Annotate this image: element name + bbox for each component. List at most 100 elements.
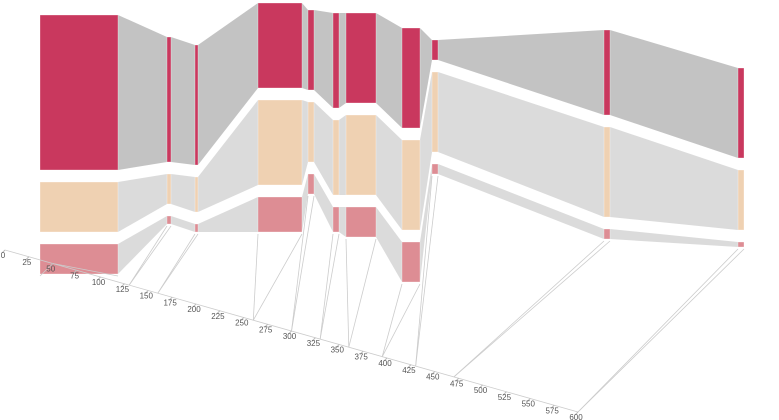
segment (332, 119, 340, 196)
flow (376, 207, 402, 282)
segment (166, 215, 172, 225)
x-tick-label: 550 (522, 400, 536, 409)
x-tick-label: 25 (22, 258, 31, 267)
connector (577, 248, 739, 413)
x-tick-label: 350 (331, 346, 345, 355)
tick-mark (216, 310, 221, 315)
flow (118, 216, 167, 274)
flow (438, 72, 604, 217)
segment (431, 163, 439, 175)
flow (438, 30, 604, 115)
tick-mark (144, 290, 149, 294)
segment (166, 36, 172, 163)
segment (307, 173, 315, 195)
segment (257, 196, 303, 233)
flow (198, 197, 258, 232)
tick-mark (359, 350, 364, 355)
tick-mark (574, 411, 579, 416)
connector (348, 238, 377, 348)
segment (257, 2, 303, 89)
segment (603, 29, 611, 116)
connector (252, 233, 259, 321)
x-tick-label: 325 (307, 339, 321, 348)
connector (415, 175, 433, 367)
x-tick-label: 525 (498, 393, 512, 402)
x-tick-label: 400 (378, 359, 392, 368)
connector (319, 233, 334, 340)
tick-mark (479, 384, 483, 389)
connector (291, 195, 315, 332)
tick-mark (49, 263, 54, 267)
flow (171, 37, 195, 165)
segment (401, 139, 421, 231)
segment (307, 101, 315, 163)
connector (453, 240, 605, 378)
flow (198, 3, 258, 165)
tick-mark (550, 404, 555, 409)
segment (431, 71, 439, 153)
tick-mark (168, 296, 173, 301)
x-tick-label: 200 (187, 305, 201, 314)
segment (603, 126, 611, 218)
flow (610, 229, 738, 247)
flow (339, 207, 346, 237)
flow (118, 15, 167, 170)
x-tick-label: 100 (92, 278, 106, 287)
flow (420, 164, 432, 282)
segment (345, 206, 377, 238)
connector (345, 238, 350, 348)
connector (252, 233, 303, 321)
x-tick-label: 475 (450, 379, 464, 388)
x-tick-label: 150 (140, 292, 154, 301)
segment (194, 176, 199, 213)
tick-mark (288, 330, 292, 335)
x-tick-label: 50 (46, 265, 55, 274)
x-tick-label: 425 (402, 366, 416, 375)
x-tick-label: 175 (163, 298, 177, 307)
segment (345, 12, 377, 104)
flow (171, 216, 195, 232)
x-tick-label: 275 (259, 325, 273, 334)
segment (307, 9, 315, 91)
x-tick-label: 225 (211, 312, 225, 321)
flow (302, 174, 308, 232)
tick-mark (335, 344, 340, 348)
flow (314, 174, 333, 232)
flow (376, 115, 402, 230)
segment (737, 67, 745, 159)
flow (339, 115, 346, 195)
x-tick-label: 250 (235, 319, 249, 328)
flow (314, 10, 333, 108)
flow (376, 13, 402, 128)
segment (194, 223, 199, 233)
segment (332, 206, 340, 233)
segment (39, 243, 119, 275)
connector (415, 175, 439, 367)
flow (302, 100, 308, 185)
x-tick-label: 500 (474, 386, 488, 395)
tick-mark (503, 391, 507, 396)
flow (314, 102, 333, 195)
segment (39, 181, 119, 233)
connector (319, 233, 340, 340)
tick-mark (192, 303, 197, 308)
segment (603, 228, 611, 240)
x-tick-label: 450 (426, 373, 440, 382)
tick-mark (97, 276, 101, 281)
segment (431, 39, 439, 61)
tick-mark (383, 357, 388, 362)
segment (737, 169, 745, 231)
segment (39, 14, 119, 171)
flow (118, 174, 167, 232)
connector (381, 283, 421, 357)
x-tick-label: 575 (545, 406, 559, 415)
connector (52, 263, 119, 277)
flow (198, 100, 258, 212)
connector (157, 233, 199, 294)
flow (171, 174, 195, 212)
segment (166, 173, 172, 205)
tick-mark (431, 371, 436, 375)
connector (157, 233, 196, 294)
x-tick-label: 75 (70, 271, 79, 280)
